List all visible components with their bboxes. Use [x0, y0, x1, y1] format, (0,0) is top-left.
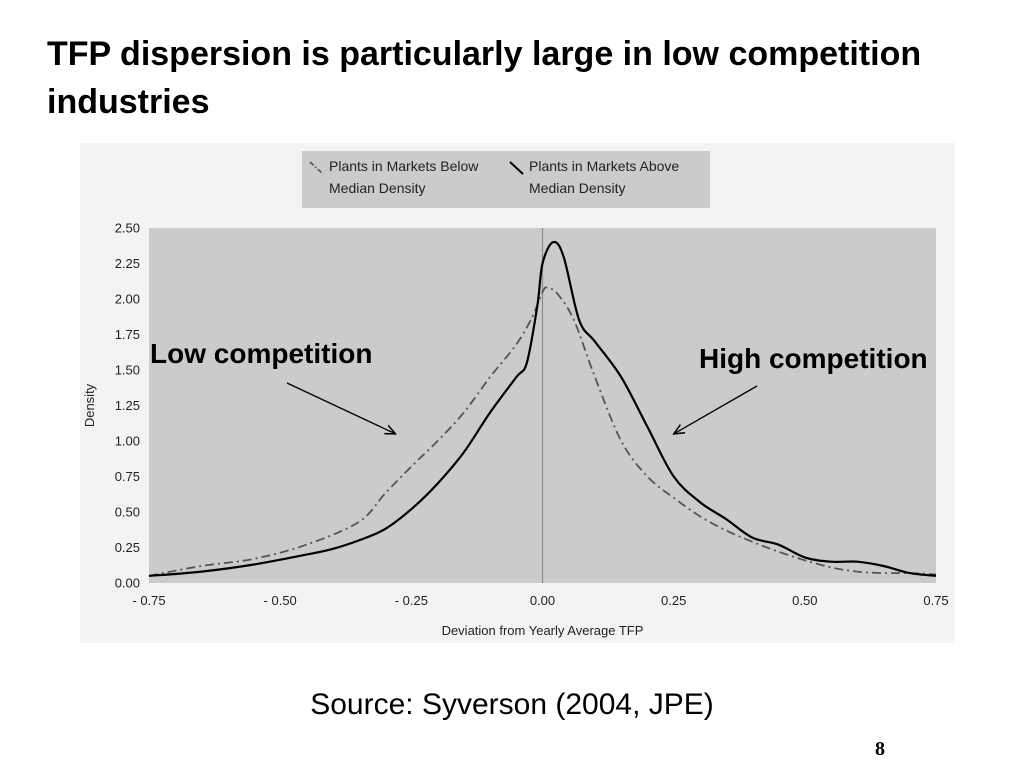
plot-area: 0.00 0.25 0.50 0.75 1.00 1.25 1.50 1.75 2.00 2.25… — [82, 221, 949, 639]
series-below-median-line — [148, 286, 937, 577]
legend-label-line: Plants in Markets Below — [329, 158, 479, 174]
x-tick-label: - 0.25 — [395, 593, 428, 608]
x-tick-label: 0.50 — [792, 593, 817, 608]
source-citation: Source: Syverson (2004, JPE) — [310, 688, 714, 721]
y-axis-title: Density — [82, 383, 97, 427]
legend-label: Plants in Markets Below Median Density — [329, 158, 479, 196]
y-tick-label: 0.00 — [115, 576, 140, 591]
legend-label-line: Median Density — [529, 180, 626, 196]
x-tick-label: - 0.75 — [132, 593, 165, 608]
chart-annotations: Low competition High competition — [150, 338, 928, 434]
x-tick-label: 0.25 — [661, 593, 686, 608]
chart-legend: Plants in Markets Below Median DensityPla… — [302, 151, 710, 208]
high-competition-label: High competition — [699, 343, 928, 374]
legend-swatch — [509, 161, 524, 175]
legend-label-line: Median Density — [329, 180, 426, 196]
y-tick-label: 2.50 — [115, 221, 140, 236]
y-tick-label: 1.00 — [115, 434, 140, 449]
slide-title: TFP dispersion is particularly large in … — [47, 35, 922, 121]
y-tick-label: 1.25 — [115, 398, 140, 413]
y-tick-label: 1.75 — [115, 327, 140, 342]
legend-box — [302, 151, 710, 208]
chart-panel: Plants in Markets Below Median Density Pla… — [80, 143, 955, 643]
y-tick-label: 2.25 — [115, 256, 140, 271]
density-chart: Plants in Markets Below Median DensityPla… — [82, 151, 949, 639]
page-number: 8 — [875, 738, 885, 760]
x-tick-label: 0.00 — [530, 593, 555, 608]
low-competition-label: Low competition — [150, 338, 372, 369]
y-tick-label: 0.50 — [115, 505, 140, 520]
low-competition-arrow — [286, 382, 396, 434]
x-tick-label: 0.75 — [923, 593, 948, 608]
high-competition-arrow — [674, 385, 758, 434]
y-tick-label: 1.50 — [115, 363, 140, 378]
legend-label-line: Plants in Markets Above — [529, 158, 679, 174]
series-above-median-line — [148, 240, 937, 577]
y-tick-label: 0.25 — [115, 540, 140, 555]
y-tick-label: 0.75 — [115, 469, 140, 484]
x-tick-label: - 0.50 — [264, 593, 297, 608]
x-axis-title: Deviation from Yearly Average TFP — [442, 623, 644, 638]
y-tick-label: 2.00 — [115, 292, 140, 307]
legend-swatch — [309, 161, 324, 175]
legend-label: Plants in Markets Above Median Density — [529, 158, 679, 196]
